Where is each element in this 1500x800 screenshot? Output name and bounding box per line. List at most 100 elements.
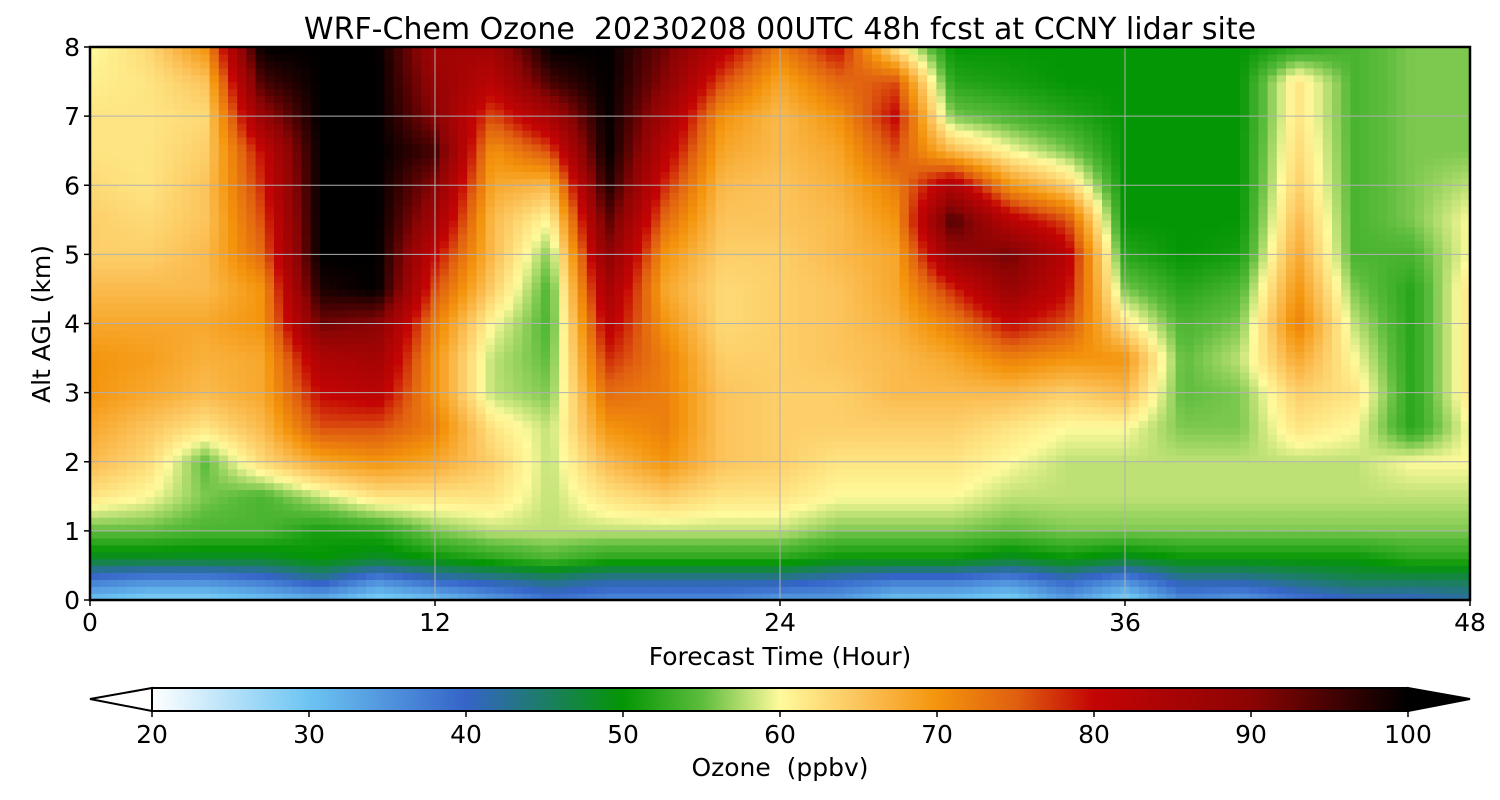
heatmap-cell [329, 47, 340, 55]
heatmap-cell [338, 171, 349, 180]
heatmap-cell [99, 81, 110, 90]
heatmap-cell [596, 302, 606, 311]
heatmap-cell [126, 330, 137, 339]
heatmap-cell [522, 572, 533, 580]
heatmap-cell [384, 447, 395, 456]
heatmap-cell [651, 593, 662, 600]
heatmap-cell [660, 364, 671, 373]
heatmap-cell [642, 282, 652, 290]
heatmap-cell [577, 392, 588, 401]
heatmap-cell [237, 461, 248, 470]
heatmap-cell [513, 593, 524, 600]
heatmap-cell [531, 399, 542, 408]
heatmap-cell [126, 489, 137, 498]
heatmap-cell [531, 143, 542, 152]
heatmap-cell [448, 171, 459, 180]
heatmap-cell [90, 406, 100, 415]
heatmap-cell [448, 95, 459, 103]
heatmap-cell [559, 461, 570, 470]
heatmap-cell [154, 551, 165, 560]
heatmap-cell [99, 593, 110, 600]
heatmap-cell [274, 247, 284, 256]
heatmap-cell [448, 164, 459, 173]
heatmap-cell [292, 212, 303, 221]
heatmap-cell [283, 586, 294, 594]
heatmap-cell [494, 558, 505, 567]
heatmap-cell [356, 268, 367, 276]
heatmap-cell [467, 461, 478, 470]
heatmap-cell [191, 337, 202, 345]
heatmap-cell [421, 212, 432, 221]
heatmap-cell [145, 510, 156, 518]
heatmap-cell [494, 551, 505, 560]
heatmap-cell [218, 434, 229, 442]
heatmap-cell [660, 593, 671, 600]
heatmap-cell [467, 219, 478, 228]
heatmap-cell [504, 136, 514, 145]
heatmap-cell [568, 164, 579, 173]
heatmap-cell [246, 219, 257, 228]
heatmap-cell [90, 261, 100, 269]
heatmap-cell [577, 88, 588, 97]
heatmap-cell [375, 129, 386, 138]
heatmap-cell [494, 378, 505, 387]
heatmap-cell [577, 420, 588, 428]
heatmap-cell [412, 496, 422, 504]
heatmap-cell [577, 441, 588, 449]
heatmap-cell [596, 475, 606, 484]
heatmap-cell [393, 468, 404, 477]
heatmap-cell [310, 254, 321, 262]
heatmap-cell [586, 399, 597, 408]
heatmap-cell [191, 413, 202, 421]
heatmap-cell [375, 109, 386, 117]
heatmap-cell [632, 358, 643, 366]
heatmap-cell [412, 74, 422, 83]
heatmap-cell [494, 441, 505, 449]
heatmap-cell [476, 468, 487, 477]
heatmap-cell [356, 337, 367, 345]
heatmap-cell [467, 205, 478, 214]
heatmap-cell [586, 95, 597, 103]
heatmap-cell [154, 593, 165, 600]
heatmap-cell [384, 88, 395, 97]
heatmap-cell [596, 489, 606, 498]
heatmap-cell [191, 268, 202, 276]
heatmap-cell [586, 523, 597, 532]
heatmap-cell [485, 123, 496, 131]
heatmap-cell [154, 565, 165, 574]
heatmap-cell [356, 164, 367, 173]
heatmap-cell [209, 240, 220, 249]
heatmap-cell [347, 385, 358, 394]
heatmap-cell [605, 136, 616, 145]
heatmap-cell [246, 503, 257, 511]
heatmap-cell [154, 530, 165, 539]
heatmap-cell [568, 510, 579, 518]
heatmap-cell [117, 102, 128, 110]
heatmap-cell [384, 427, 395, 435]
heatmap-cell [485, 371, 496, 380]
heatmap-cell [283, 427, 294, 435]
heatmap-cell [402, 551, 413, 560]
heatmap-cell [504, 427, 514, 435]
heatmap-cell [522, 489, 533, 498]
heatmap-cell [191, 434, 202, 442]
heatmap-cell [494, 226, 505, 235]
heatmap-cell [439, 178, 450, 186]
heatmap-cell [117, 116, 128, 124]
heatmap-cell [200, 537, 211, 546]
heatmap-cell [596, 323, 606, 332]
heatmap-cell [522, 288, 533, 297]
heatmap-cell [439, 157, 450, 166]
heatmap-cell [531, 351, 542, 359]
heatmap-cell [439, 268, 450, 276]
heatmap-cell [301, 358, 312, 366]
heatmap-cell [172, 275, 183, 283]
heatmap-cell [384, 530, 395, 539]
heatmap-cell [366, 95, 376, 103]
heatmap-cell [356, 447, 367, 456]
heatmap-cell [614, 420, 625, 428]
heatmap-cell [568, 475, 579, 484]
heatmap-cell [126, 385, 137, 394]
heatmap-cell [172, 129, 183, 138]
heatmap-cell [586, 496, 597, 504]
